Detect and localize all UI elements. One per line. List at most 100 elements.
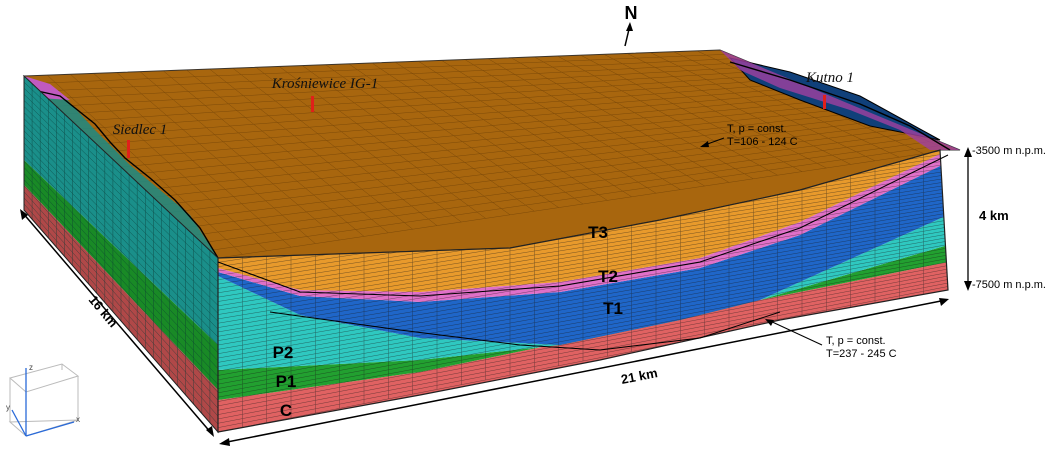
well-marker-krosniewice xyxy=(311,96,314,112)
grid-line xyxy=(56,66,759,107)
depth-scale: -3500 m n.p.m. -7500 m n.p.m. 4 km xyxy=(964,145,1046,291)
layer-label-t1: T1 xyxy=(603,299,623,318)
layer-label-t3: T3 xyxy=(588,223,608,242)
isotherm-bottom xyxy=(269,311,781,351)
grid-line xyxy=(218,272,948,411)
grid-line xyxy=(24,173,218,385)
grid-line xyxy=(218,261,948,398)
grid-line xyxy=(218,202,948,324)
axis-triad: z x y xyxy=(6,363,80,437)
grid-line xyxy=(24,203,218,425)
grid-line xyxy=(48,62,749,99)
grid-line xyxy=(169,124,892,213)
grid-line xyxy=(24,155,218,361)
grid-line xyxy=(24,88,218,274)
outcrop-line-right xyxy=(729,61,951,151)
isotherm-top xyxy=(217,154,949,297)
grid-line xyxy=(24,81,218,267)
bottom-temp-line1: T, p = const. xyxy=(826,335,886,347)
grid-line xyxy=(112,95,825,160)
grid-line xyxy=(88,83,797,137)
grid-line xyxy=(24,148,218,354)
grid-line xyxy=(218,212,948,337)
grid-line xyxy=(218,254,948,389)
north-arrow: N xyxy=(624,3,638,47)
grid-line xyxy=(24,106,218,298)
bottom-temperature-annotation: T, p = const. T=237 - 245 C xyxy=(765,319,897,360)
well-kutno: Kutno 1 xyxy=(805,70,854,109)
grid-line xyxy=(218,184,948,302)
well-marker-kutno xyxy=(823,95,826,109)
top-temp-line1: T, p = const. xyxy=(727,123,787,135)
thickness-label: 4 km xyxy=(979,208,1009,223)
grid-line xyxy=(32,53,730,84)
kutno-magenta-rim xyxy=(720,50,960,150)
grid-line xyxy=(218,282,948,424)
axis-y-label: y xyxy=(6,403,10,412)
grid-line xyxy=(24,197,218,417)
bottom-temp-line2: T=237 - 245 C xyxy=(826,348,897,360)
grid-line xyxy=(217,149,949,258)
grid-line xyxy=(64,70,768,115)
grid-line xyxy=(177,128,901,221)
layer-label-c: C xyxy=(280,401,292,420)
top-temperature-annotation: T, p = const. T=106 - 124 C xyxy=(700,123,798,148)
grid-line xyxy=(24,94,218,282)
grid-line xyxy=(24,167,218,377)
grid-line xyxy=(218,226,948,354)
grid-line xyxy=(137,108,854,183)
grid-line xyxy=(218,198,948,320)
axis-x-label: x xyxy=(76,415,80,424)
well-label-krosniewice: Krośniewice IG-1 xyxy=(271,76,379,92)
layer-p1-fill xyxy=(218,245,948,400)
grid-line xyxy=(201,141,930,244)
grid-line xyxy=(24,100,218,290)
grid-line xyxy=(40,58,740,92)
grid-line xyxy=(24,142,218,346)
grid-line xyxy=(218,177,948,294)
grid-line xyxy=(24,118,218,314)
grid-line xyxy=(72,74,778,122)
grid-line xyxy=(24,191,218,409)
grid-line xyxy=(24,136,218,338)
grid-line xyxy=(218,237,948,367)
grid-line xyxy=(209,145,939,251)
depth-bottom-label: -7500 m n.p.m. xyxy=(972,279,1046,291)
grid-line xyxy=(218,191,948,311)
width-label: 21 km xyxy=(620,365,659,387)
grid-line xyxy=(218,265,948,402)
grid-line xyxy=(218,251,948,385)
grid-line xyxy=(218,181,948,298)
outcrop-line-left xyxy=(23,87,219,259)
grid-line xyxy=(24,179,218,393)
well-label-siedlec: Siedlec 1 xyxy=(113,122,168,138)
grid-line xyxy=(96,87,806,145)
grid-line xyxy=(218,244,948,376)
well-label-kutno: Kutno 1 xyxy=(805,70,854,86)
grid-line xyxy=(218,275,948,415)
grid-line xyxy=(218,205,948,328)
grid-line xyxy=(24,161,218,369)
grid-line xyxy=(218,258,948,394)
grid-line xyxy=(153,116,873,198)
grid-line xyxy=(218,209,948,333)
well-krosniewice: Krośniewice IG-1 xyxy=(271,76,379,112)
layer-label-p1: P1 xyxy=(276,372,297,391)
grid-line xyxy=(218,233,948,363)
grid-line xyxy=(218,216,948,341)
width-dimension: 21 km xyxy=(219,298,949,446)
grid-line xyxy=(24,112,218,306)
layer-t3-fill xyxy=(218,150,948,292)
grid-line xyxy=(104,91,816,153)
grid-line xyxy=(218,188,948,307)
well-siedlec: Siedlec 1 xyxy=(113,122,168,158)
top-surface-grid xyxy=(24,50,949,258)
layer-label-p2: P2 xyxy=(273,343,294,362)
grid-line xyxy=(185,133,911,228)
grid-line xyxy=(120,99,835,168)
grid-line xyxy=(145,112,863,190)
grid-line xyxy=(193,137,920,236)
grid-line xyxy=(218,247,948,381)
top-temp-line2: T=106 - 124 C xyxy=(727,136,798,148)
